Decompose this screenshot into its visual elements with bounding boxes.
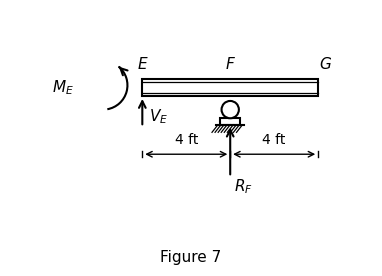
Text: 4 ft: 4 ft	[262, 134, 286, 147]
Text: Figure 7: Figure 7	[160, 250, 222, 265]
Text: $R_F$: $R_F$	[234, 177, 253, 196]
Text: F: F	[226, 57, 235, 72]
Polygon shape	[142, 78, 318, 96]
Text: G: G	[319, 57, 331, 72]
Text: E: E	[138, 57, 147, 72]
Text: 4 ft: 4 ft	[175, 134, 198, 147]
Polygon shape	[220, 118, 240, 125]
Text: $M_E$: $M_E$	[52, 79, 73, 97]
Circle shape	[222, 101, 239, 118]
Text: $V_E$: $V_E$	[149, 107, 168, 126]
